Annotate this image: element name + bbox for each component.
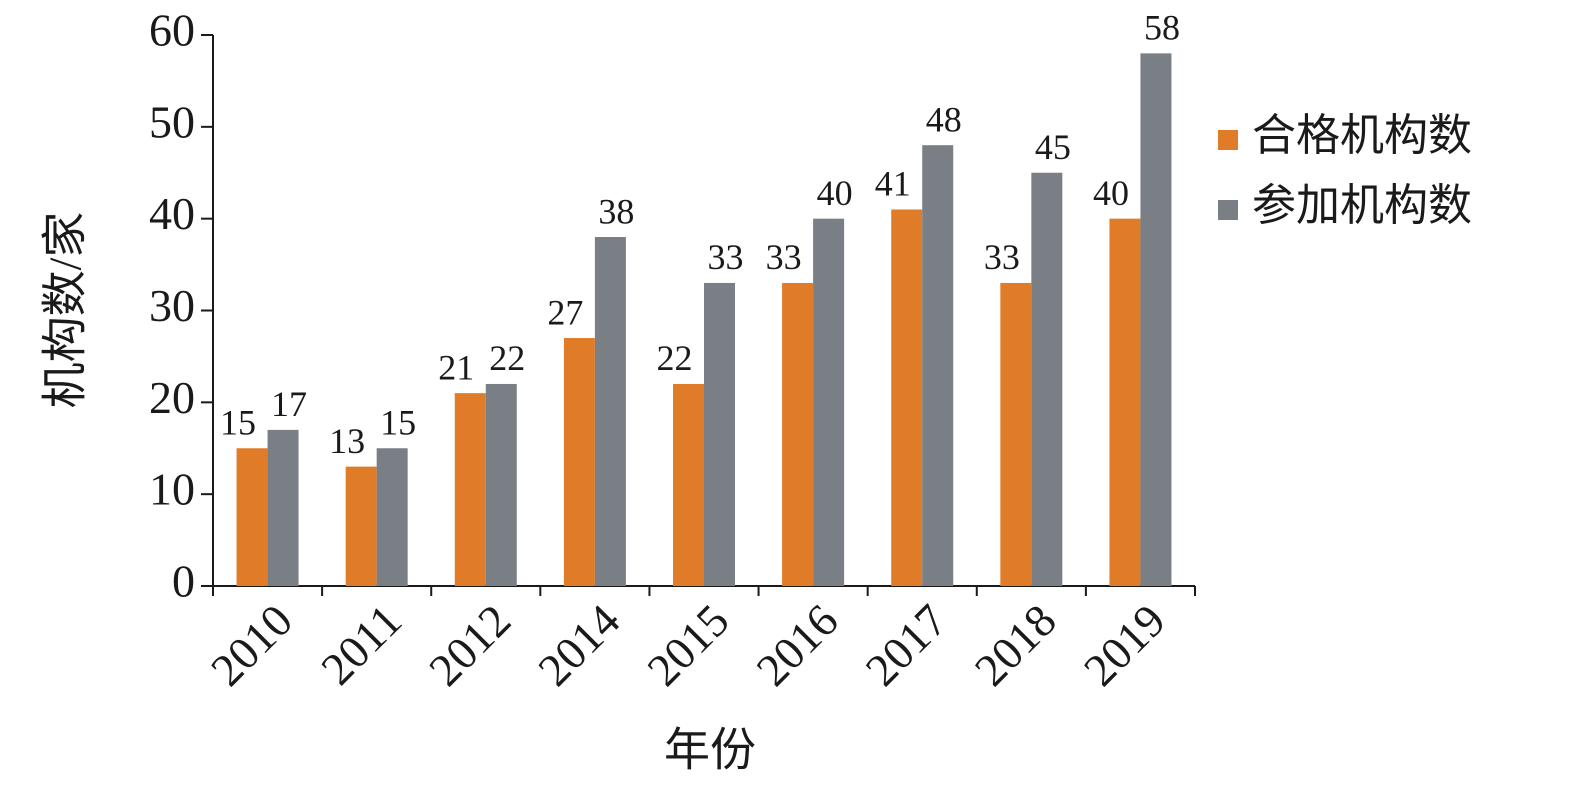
value-label: 41 <box>875 164 911 204</box>
value-label: 13 <box>329 421 365 461</box>
value-label: 48 <box>926 99 962 139</box>
value-label: 33 <box>708 237 744 277</box>
value-label: 58 <box>1144 8 1180 48</box>
bar <box>704 282 735 586</box>
value-label: 22 <box>657 338 693 378</box>
x-tick-label: 2010 <box>201 594 302 695</box>
value-label: 15 <box>380 403 416 443</box>
bar <box>485 383 517 586</box>
x-tick-label: 2012 <box>419 594 520 695</box>
legend-swatch <box>1218 130 1238 150</box>
bar <box>1140 53 1172 587</box>
bar <box>267 429 299 586</box>
bar <box>563 338 595 586</box>
bar <box>454 393 486 586</box>
x-tick-label: 2015 <box>637 594 738 695</box>
x-tick-label: 2018 <box>965 594 1066 695</box>
value-label: 22 <box>489 338 525 378</box>
value-label: 38 <box>598 191 634 231</box>
x-tick-label: 2011 <box>311 594 411 694</box>
bar <box>1000 282 1032 586</box>
bar <box>1031 172 1063 586</box>
bar <box>782 282 814 586</box>
value-label: 15 <box>220 403 256 443</box>
y-tick-label: 50 <box>149 96 195 147</box>
bar <box>922 145 954 586</box>
value-label: 17 <box>271 384 307 424</box>
y-tick-label: 40 <box>149 188 195 239</box>
value-label: 40 <box>817 173 853 213</box>
bar <box>813 218 845 586</box>
legend-label: 合格机构数 <box>1252 111 1472 160</box>
value-label: 21 <box>438 347 474 387</box>
value-label: 45 <box>1035 127 1071 167</box>
value-label: 27 <box>547 292 583 332</box>
bar <box>236 448 268 586</box>
bar <box>594 237 626 587</box>
bar <box>891 209 923 586</box>
legend-label: 参加机构数 <box>1252 181 1472 230</box>
bar <box>1109 218 1141 586</box>
value-label: 33 <box>766 237 802 277</box>
y-tick-label: 0 <box>172 556 195 607</box>
y-axis-label: 机构数/家 <box>40 212 91 409</box>
x-tick-label: 2017 <box>856 594 957 695</box>
value-label: 33 <box>984 237 1020 277</box>
y-tick-label: 20 <box>149 372 195 423</box>
x-tick-label: 2014 <box>528 594 629 695</box>
y-tick-label: 10 <box>149 464 195 515</box>
value-label: 40 <box>1093 173 1129 213</box>
x-tick-label: 2019 <box>1074 594 1175 695</box>
bar <box>376 448 408 586</box>
y-tick-label: 60 <box>149 5 195 56</box>
bar <box>345 466 377 586</box>
bar <box>673 383 704 586</box>
y-tick-label: 30 <box>149 280 195 331</box>
x-tick-label: 2016 <box>747 594 848 695</box>
x-axis-label: 年份 <box>664 725 756 776</box>
legend-swatch <box>1218 200 1238 220</box>
